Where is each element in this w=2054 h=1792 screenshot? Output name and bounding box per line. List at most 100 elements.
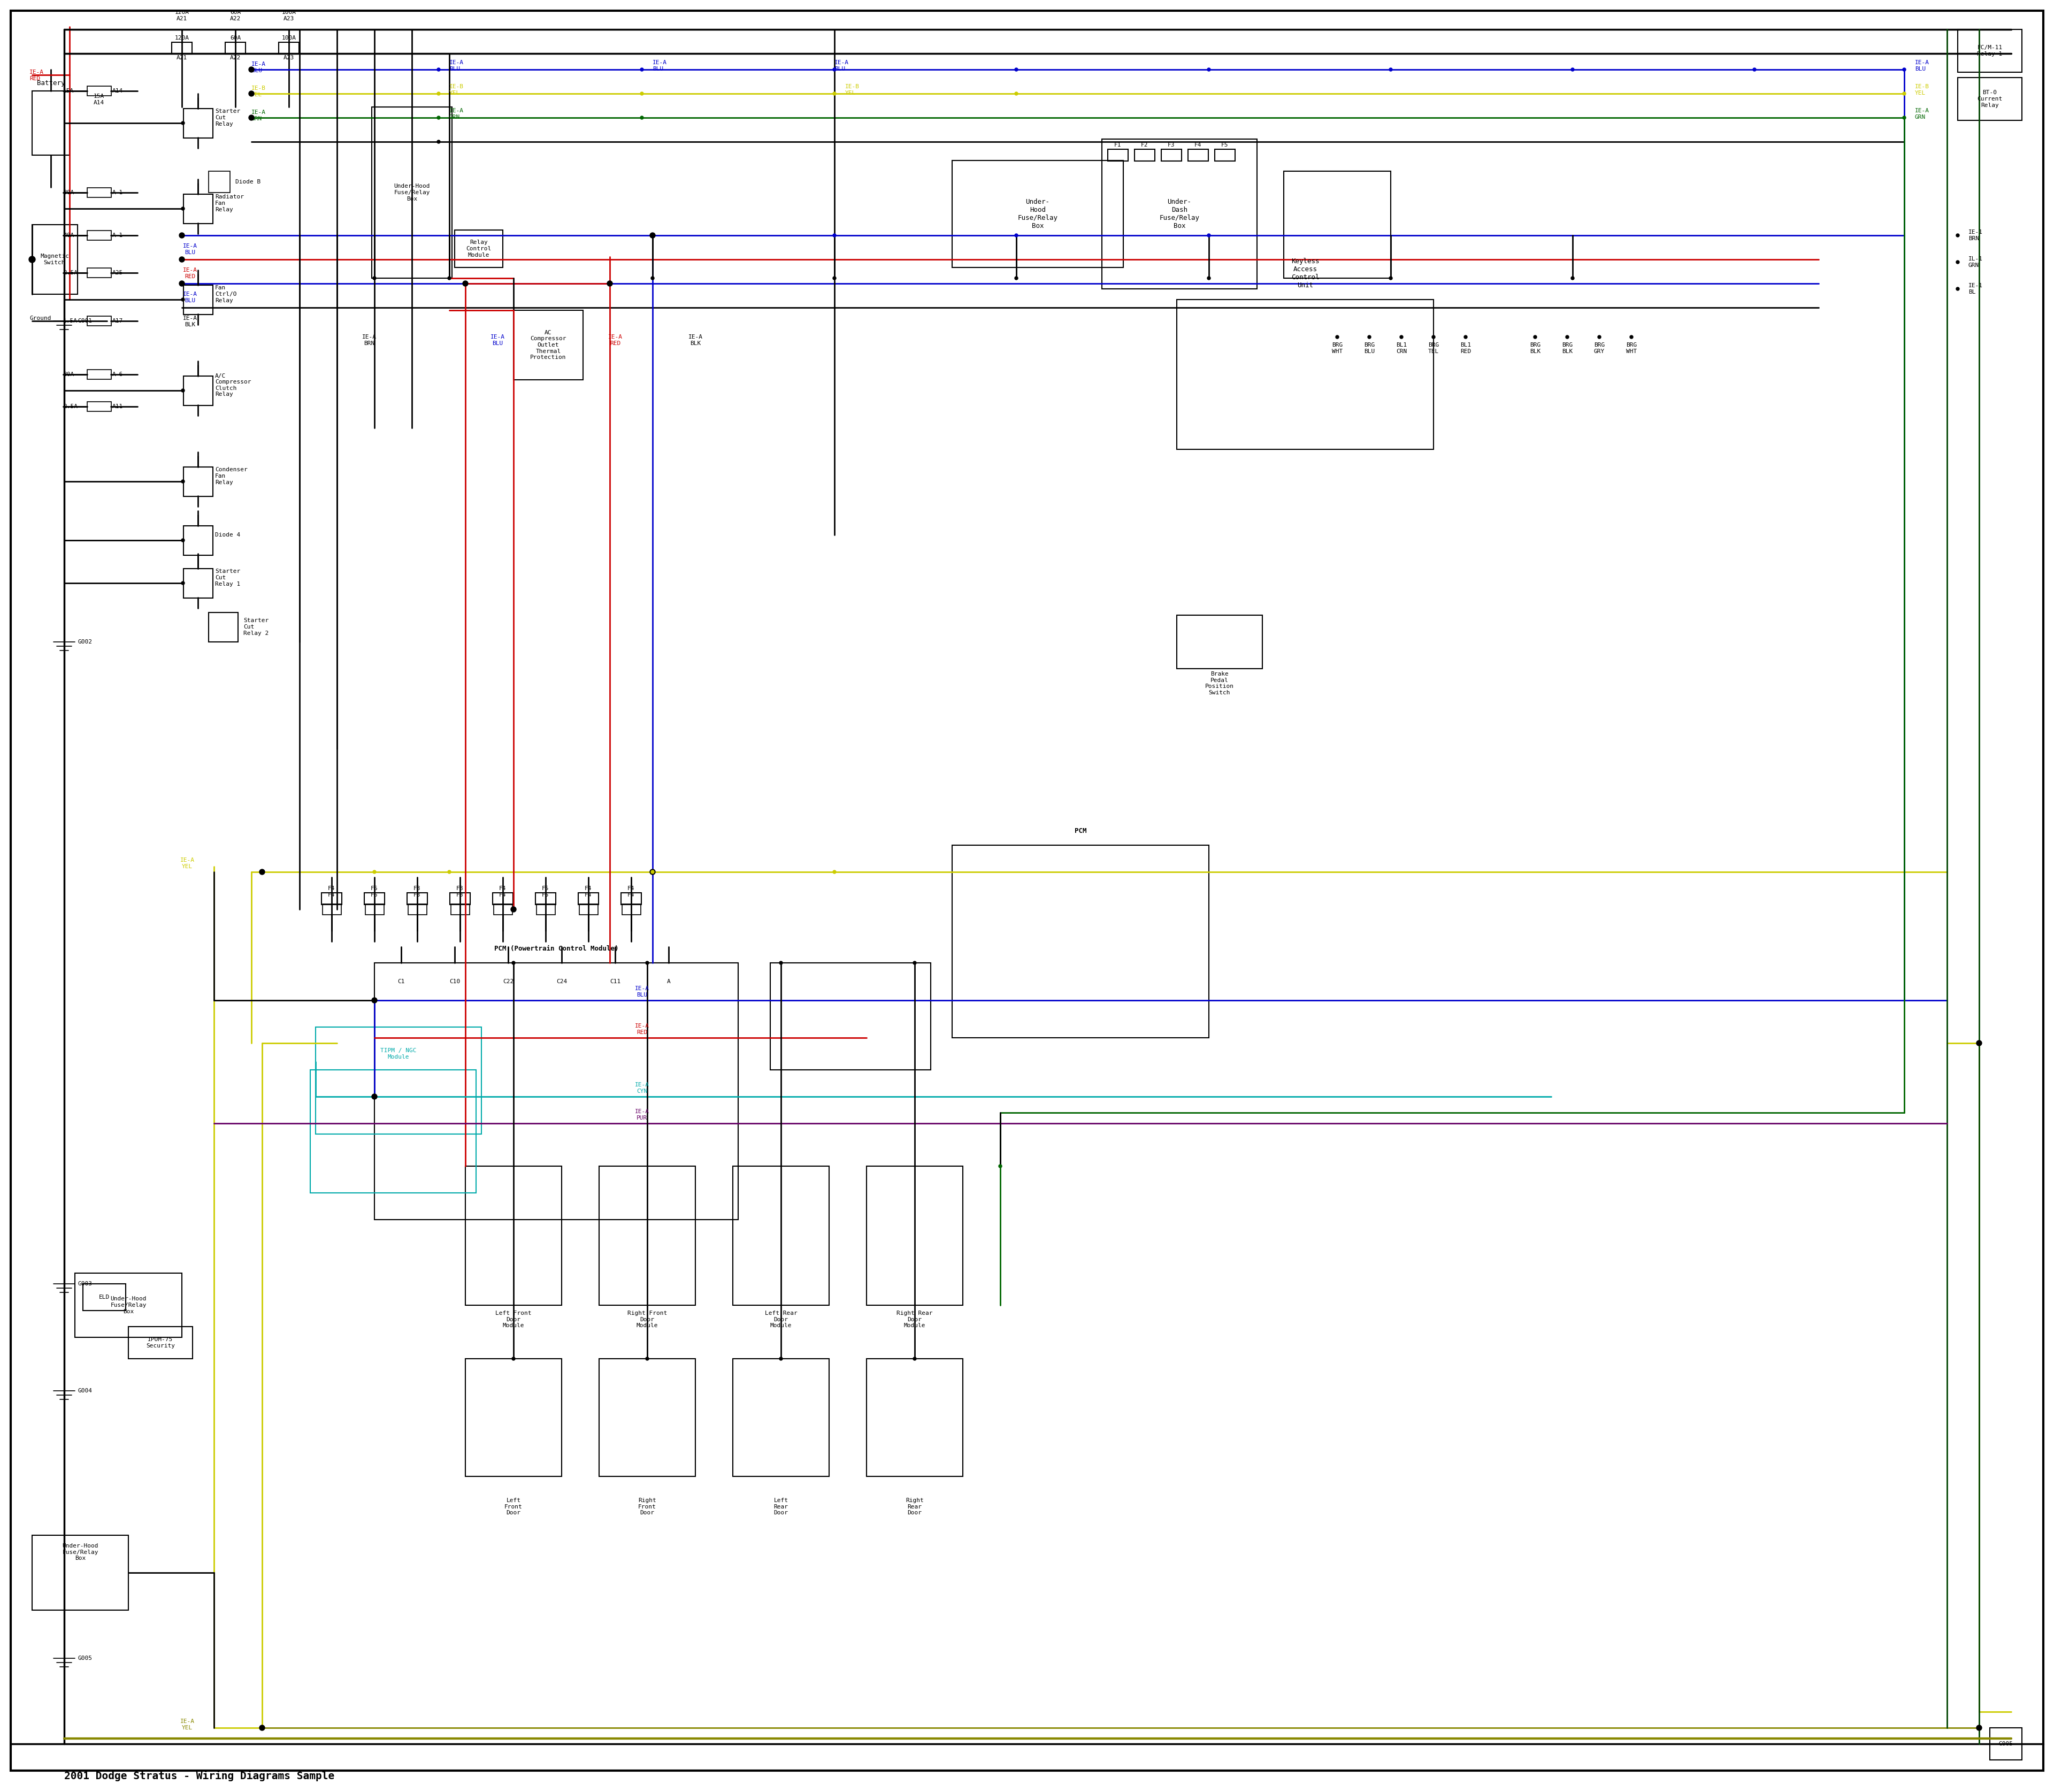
Text: Under-Hood
Fuse/Relay
Box: Under-Hood Fuse/Relay Box [111,1296,146,1314]
Text: IE-A
GRN: IE-A GRN [450,108,464,120]
Circle shape [181,208,185,210]
Circle shape [181,539,185,541]
Text: IE-A
RED: IE-A RED [608,335,622,346]
Circle shape [181,122,185,125]
Bar [86,188,111,197]
Circle shape [179,281,185,287]
Text: A22: A22 [230,56,240,61]
Bar [33,224,78,294]
Text: C10: C10 [450,978,460,984]
Text: PCM (Powertrain Control Module): PCM (Powertrain Control Module) [495,944,618,952]
Text: IE-A
CYN: IE-A CYN [635,1082,649,1093]
Text: F6: F6 [372,892,378,898]
Circle shape [832,91,836,95]
Circle shape [1955,287,1960,290]
Text: 30A: 30A [64,371,74,376]
Text: AC
Compressor
Outlet
Thermal
Protection: AC Compressor Outlet Thermal Protection [530,330,567,360]
Text: IE-A
BRN: IE-A BRN [362,335,376,346]
Circle shape [641,91,643,95]
Text: Condenser
Fan
Relay: Condenser Fan Relay [216,468,249,486]
Text: Under-
Hood
Fuse/Relay
Box: Under- Hood Fuse/Relay Box [1017,199,1058,229]
Circle shape [438,68,440,72]
Bar [579,903,598,914]
Text: IE-B
YEL: IE-B YEL [251,86,265,97]
Text: BRG
WHT: BRG WHT [1331,342,1343,353]
Circle shape [1571,276,1573,280]
Text: F4: F4 [629,892,635,898]
Bar [210,613,238,642]
Text: 120A
A21: 120A A21 [175,9,189,22]
Circle shape [832,68,836,72]
Text: 100A: 100A [281,36,296,41]
Text: G002: G002 [78,640,92,645]
Bar [493,903,511,914]
Text: F4: F4 [585,885,592,891]
Bar [86,86,111,95]
Bar [1177,615,1263,668]
Circle shape [651,871,653,873]
Text: A17: A17 [113,319,123,324]
Text: BL1
RED: BL1 RED [1460,342,1471,353]
Text: F4: F4 [1195,142,1202,147]
Text: IE-A
BLU: IE-A BLU [183,244,197,254]
Text: IE-A
BLK: IE-A BLK [688,335,702,346]
Bar [183,376,214,405]
Text: BRG
BLU: BRG BLU [1364,342,1374,353]
Bar [183,568,214,599]
Text: F2: F2 [1142,142,1148,147]
Circle shape [778,1357,783,1360]
Text: 120A: 120A [175,36,189,41]
Text: A-1: A-1 [113,190,123,195]
Circle shape [259,1726,265,1731]
Bar [1214,149,1234,161]
Circle shape [179,233,185,238]
Text: Under-Hood
Fuse/Relay
Box: Under-Hood Fuse/Relay Box [62,1543,99,1561]
Circle shape [641,116,643,120]
Bar [183,468,214,496]
Circle shape [374,871,376,873]
Text: BRG
BLK: BRG BLK [1561,342,1573,353]
Text: Magnetic
Switch: Magnetic Switch [41,254,70,265]
Circle shape [181,581,185,584]
Circle shape [1208,233,1210,237]
Text: G004: G004 [78,1389,92,1394]
Circle shape [1976,1041,1982,1047]
Bar [1107,149,1128,161]
Circle shape [1902,91,1906,95]
Text: A: A [668,978,670,984]
Text: 60A: 60A [230,36,240,41]
Circle shape [259,869,265,874]
Bar [183,194,214,224]
Text: F4: F4 [499,892,507,898]
Text: IE-A
BLK: IE-A BLK [183,315,197,328]
Text: 15A
A14: 15A A14 [94,93,105,106]
Text: IE-A
RED: IE-A RED [29,70,43,81]
Bar [82,1283,125,1310]
Text: 2001 Dodge Stratus - Wiring Diagrams Sample: 2001 Dodge Stratus - Wiring Diagrams Sam… [64,1770,335,1781]
Text: Left Rear
Door
Module: Left Rear Door Module [764,1310,797,1328]
Bar [454,229,503,267]
Text: Fan
Ctrl/O
Relay: Fan Ctrl/O Relay [216,285,236,303]
Text: Left Front
Door
Module: Left Front Door Module [495,1310,532,1328]
Text: C24: C24 [557,978,567,984]
Text: IE-A
BLU: IE-A BLU [251,61,265,73]
Text: Left
Rear
Door: Left Rear Door [774,1498,789,1516]
Text: Starter
Cut
Relay 2: Starter Cut Relay 2 [242,618,269,636]
Circle shape [1368,335,1370,339]
Bar [536,892,557,905]
Circle shape [29,256,35,263]
Circle shape [608,281,612,287]
Circle shape [249,91,255,97]
Circle shape [179,256,185,262]
Text: F4: F4 [585,892,592,898]
Text: F5: F5 [1222,142,1228,147]
Text: F4: F4 [329,892,335,898]
Text: Starter
Cut
Relay 1: Starter Cut Relay 1 [216,568,240,586]
Circle shape [1902,116,1906,120]
Bar [600,1167,696,1305]
Text: G003: G003 [78,1281,92,1287]
Circle shape [249,66,255,72]
Text: Under-Hood
Fuse/Relay
Box: Under-Hood Fuse/Relay Box [394,185,429,201]
Bar [86,315,111,326]
Text: G005: G005 [78,1656,92,1661]
